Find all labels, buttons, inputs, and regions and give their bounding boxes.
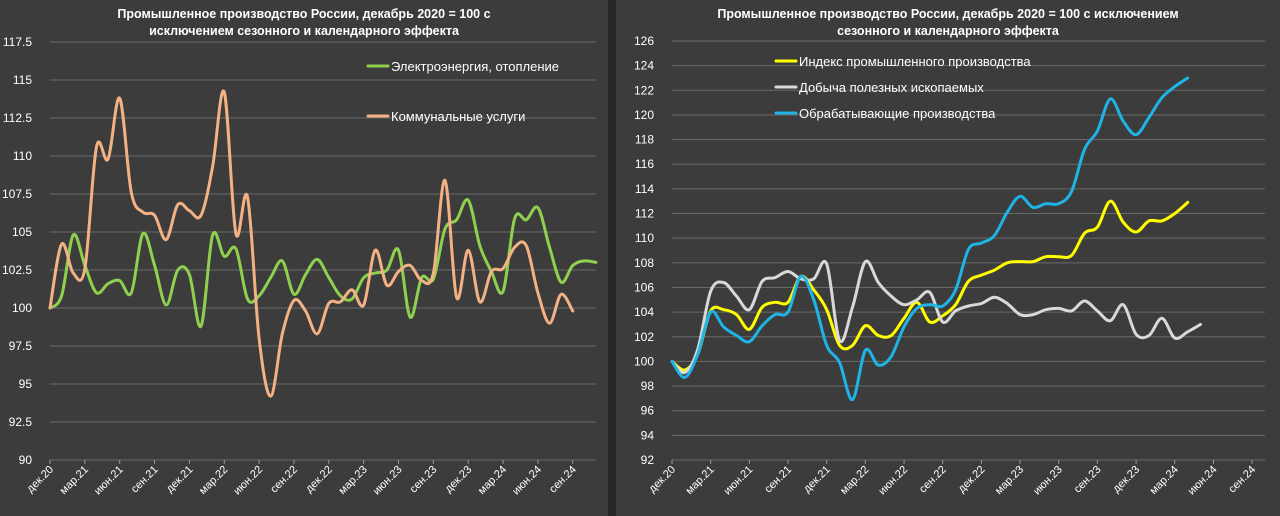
right-chart-svg: 126 124 122 120 118 116 114 112 110 108 106 104 102 1… xyxy=(634,34,1265,498)
left-chart-panel: Промышленное производство России, декабр… xyxy=(0,0,608,516)
left-x-tick-label: мар.21 xyxy=(58,464,91,497)
left-y-tick-label: 95 xyxy=(19,377,33,391)
right-x-tick-label: дек.22 xyxy=(956,464,988,496)
left-x-tick-label: июн.23 xyxy=(371,464,405,498)
left-y-tick-label: 102.5 xyxy=(2,263,32,277)
right-legend-label-2: Обрабатывающие производства xyxy=(799,106,996,121)
right-y-tick-label: 118 xyxy=(635,133,654,147)
right-y-tick-label: 98 xyxy=(641,379,655,393)
left-y-tick-label: 105 xyxy=(12,225,32,239)
left-x-tick-label: мар.22 xyxy=(197,464,230,497)
right-x-tick-label: июн.24 xyxy=(1186,464,1220,498)
right-chart-panel: Промышленное производство России, декабр… xyxy=(616,0,1280,516)
right-y-tick-label: 112 xyxy=(635,207,654,221)
left-y-tick-label: 100 xyxy=(12,301,32,315)
left-legend-label-1: Коммунальные услуги xyxy=(391,109,525,124)
right-x-tick-label: сен.24 xyxy=(1226,464,1258,496)
right-chart-title-line-2: сезонного и календарного эффекта xyxy=(837,24,1059,38)
right-y-tick-label: 122 xyxy=(634,83,654,97)
right-y-tick-label: 104 xyxy=(634,305,654,319)
left-chart-title-line-1: Промышленное производство России, декабр… xyxy=(117,7,491,21)
right-y-tick-label: 116 xyxy=(635,157,654,171)
left-x-tick-label: сен.24 xyxy=(547,464,579,496)
right-x-tick-label: мар.24 xyxy=(1148,464,1181,497)
right-legend-label-1: Добыча полезных ископаемых xyxy=(799,80,984,95)
right-x-tick-label: сен.23 xyxy=(1072,464,1104,496)
right-series-line-2 xyxy=(670,76,1190,402)
right-chart-title: Промышленное производство России, декабр… xyxy=(616,6,1280,40)
right-x-tick-label: дек.20 xyxy=(647,464,679,496)
left-chart-svg: 117.5 115 112.5 110 107.5 105 102.5 100 97.5 95 92… xyxy=(2,35,598,498)
left-x-tick-label: июн.22 xyxy=(231,464,265,498)
left-y-tick-label: 110 xyxy=(13,149,32,163)
right-x-tick-label: сен.22 xyxy=(917,464,949,496)
right-x-tick-label: дек.23 xyxy=(1111,464,1143,496)
left-x-tick-label: июн.21 xyxy=(92,464,126,498)
right-legend-label-0: Индекс промышленного производства xyxy=(799,54,1031,69)
right-x-tick-label: мар.23 xyxy=(993,464,1026,497)
left-y-tick-label: 92.5 xyxy=(9,415,33,429)
right-x-tick-label: дек.21 xyxy=(801,464,833,496)
left-x-tick-label: сен.23 xyxy=(408,464,440,496)
right-y-tick-label: 106 xyxy=(634,280,654,294)
left-x-tick-label: июн.24 xyxy=(510,464,544,498)
right-y-tick-label: 120 xyxy=(634,108,654,122)
right-y-tick-label: 126 xyxy=(634,34,654,48)
panel-divider xyxy=(608,0,616,516)
right-y-tick-label: 102 xyxy=(634,330,654,344)
left-series-line-1 xyxy=(48,89,575,398)
left-x-tick-label: дек.21 xyxy=(164,464,196,496)
left-y-tick-label: 115 xyxy=(13,73,32,87)
left-legend-label-0: Электроэнергия, отопление xyxy=(391,59,559,74)
right-x-tick-label: июн.22 xyxy=(876,464,910,498)
right-series-line-1 xyxy=(670,259,1202,375)
left-y-tick-label: 107.5 xyxy=(2,187,32,201)
left-y-tick-label: 97.5 xyxy=(9,339,33,353)
right-series-line-0 xyxy=(670,199,1190,372)
right-y-tick-label: 92 xyxy=(641,453,655,467)
right-chart-title-line-1: Промышленное производство России, декабр… xyxy=(717,7,1179,21)
left-y-tick-label: 117.5 xyxy=(3,35,32,49)
left-y-tick-label: 112.5 xyxy=(3,111,32,125)
right-y-tick-label: 114 xyxy=(635,182,654,196)
left-y-tick-label: 90 xyxy=(19,453,33,467)
right-y-tick-label: 124 xyxy=(634,59,654,73)
left-chart-title-line-2: исключением сезонного и календарного эфф… xyxy=(149,24,459,38)
left-x-tick-label: сен.21 xyxy=(129,464,161,496)
right-y-tick-label: 96 xyxy=(641,404,655,418)
right-x-tick-label: июн.23 xyxy=(1031,464,1065,498)
left-x-tick-label: дек.22 xyxy=(303,464,335,496)
left-x-tick-label: дек.20 xyxy=(25,464,57,496)
left-series-line-0 xyxy=(48,198,598,328)
left-chart-title: Промышленное производство России, декабр… xyxy=(0,6,608,40)
left-x-tick-label: мар.23 xyxy=(336,464,369,497)
right-y-tick-label: 100 xyxy=(634,354,654,368)
right-x-tick-label: сен.21 xyxy=(762,464,794,496)
right-y-tick-label: 110 xyxy=(635,231,654,245)
left-x-tick-label: сен.22 xyxy=(268,464,300,496)
right-y-tick-label: 108 xyxy=(634,256,654,270)
left-x-tick-label: мар.24 xyxy=(476,464,509,497)
right-y-tick-label: 94 xyxy=(641,428,655,442)
right-x-tick-label: июн.21 xyxy=(722,464,756,498)
left-x-tick-label: дек.23 xyxy=(443,464,475,496)
right-x-tick-label: мар.21 xyxy=(683,464,716,497)
right-x-tick-label: мар.22 xyxy=(838,464,871,497)
